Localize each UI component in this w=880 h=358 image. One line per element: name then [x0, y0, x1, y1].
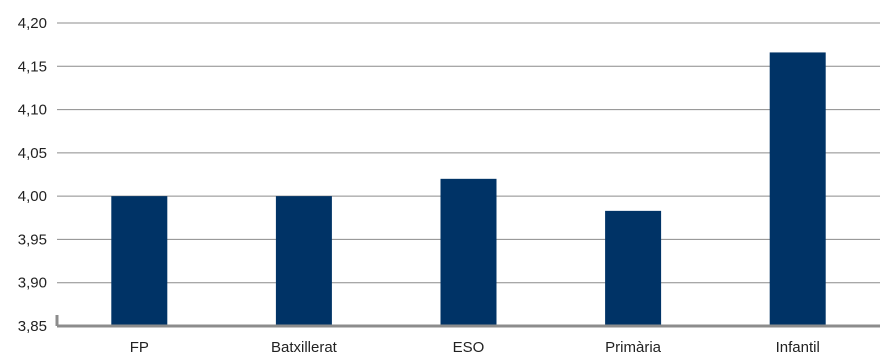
y-tick-label: 3,90 — [18, 275, 47, 292]
y-tick-label: 3,85 — [18, 318, 47, 335]
bar-2 — [275, 196, 332, 326]
y-tick-label: 4,20 — [18, 15, 47, 32]
y-tick-label: 4,00 — [18, 188, 47, 205]
x-tick-label: Infantil — [776, 339, 820, 356]
x-tick-label: Batxillerat — [271, 339, 338, 356]
x-tick-label: Primària — [605, 339, 661, 356]
axes — [55, 315, 880, 328]
y-tick-label: 3,95 — [18, 231, 47, 248]
bars — [111, 52, 826, 326]
y-tick-label: 4,15 — [18, 58, 47, 75]
bar-3 — [440, 178, 497, 326]
bar-1 — [111, 196, 168, 326]
x-axis-ticks: FP Batxillerat ESO Primària Infantil — [130, 339, 820, 356]
y-tick-label: 4,05 — [18, 145, 47, 162]
y-tick-label: 4,10 — [18, 102, 47, 119]
y-axis-ticks: 3,85 3,90 3,95 4,00 4,05 4,10 4,15 4,20 — [18, 15, 47, 335]
bar-4 — [605, 210, 662, 326]
x-tick-label: FP — [130, 339, 149, 356]
bar-5 — [769, 52, 826, 326]
x-tick-label: ESO — [453, 339, 485, 356]
